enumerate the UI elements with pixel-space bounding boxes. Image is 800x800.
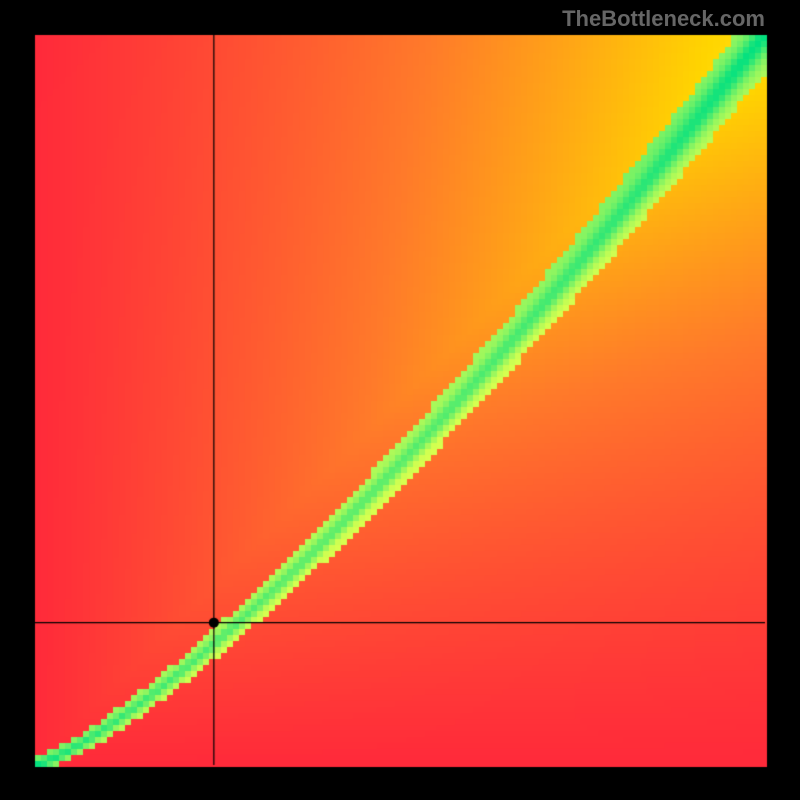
- heatmap-canvas: [0, 0, 800, 800]
- watermark-text: TheBottleneck.com: [562, 6, 765, 32]
- chart-container: TheBottleneck.com: [0, 0, 800, 800]
